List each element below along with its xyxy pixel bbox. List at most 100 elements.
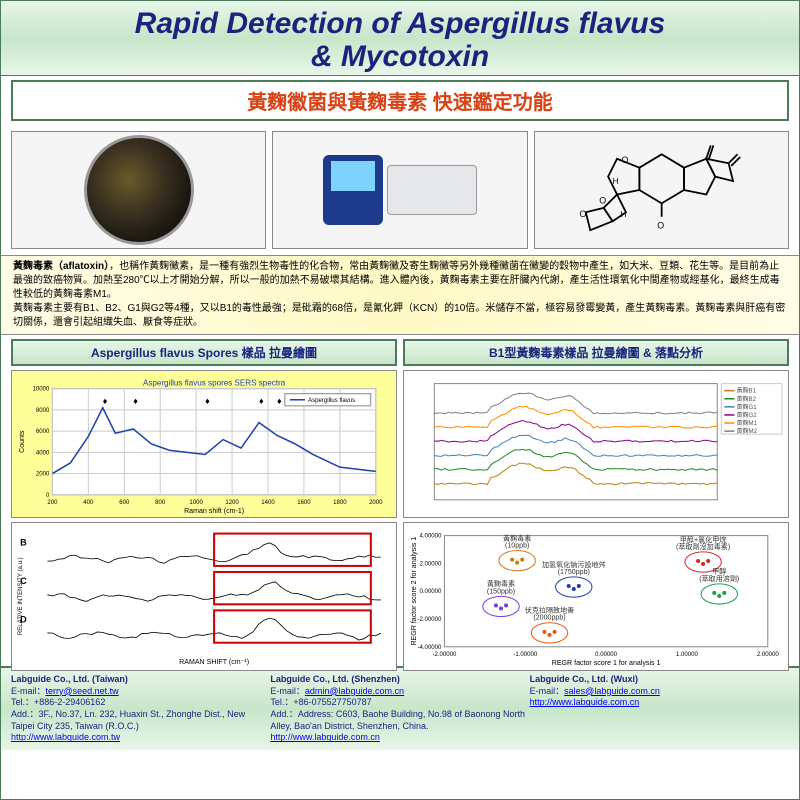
sers-spectrum-chart: 2004006008001000120014001600180020000200… bbox=[11, 370, 397, 518]
footer-column: Labguide Co., Ltd. (Wuxi)E-mail：sales@la… bbox=[530, 674, 789, 744]
url-link[interactable]: http://www.labguide.com.cn bbox=[270, 732, 380, 742]
svg-text:2.00000: 2.00000 bbox=[420, 562, 442, 568]
svg-text:(2000ppb): (2000ppb) bbox=[533, 615, 565, 622]
svg-text:200: 200 bbox=[47, 500, 58, 506]
petri-dish-icon bbox=[84, 135, 194, 245]
svg-text:(10ppb): (10ppb) bbox=[505, 543, 529, 550]
svg-text:2000: 2000 bbox=[369, 500, 383, 506]
svg-text:Raman shift (cm-1): Raman shift (cm-1) bbox=[184, 508, 244, 515]
svg-text:O: O bbox=[599, 195, 606, 205]
subtitle-band: 黃麴徽菌與黃麴毒素 快速鑑定功能 bbox=[11, 80, 789, 121]
poster-root: Rapid Detection of Aspergillus flavus & … bbox=[0, 0, 800, 800]
svg-text:10000: 10000 bbox=[33, 387, 50, 393]
device-body-icon bbox=[323, 155, 383, 225]
svg-text:0.00000: 0.00000 bbox=[420, 590, 442, 596]
svg-text:RELATIVE INTENSITY (a.u.): RELATIVE INTENSITY (a.u.) bbox=[18, 558, 24, 636]
svg-text:黃麴毒素: 黃麴毒素 bbox=[503, 534, 531, 543]
svg-text:H: H bbox=[612, 177, 618, 186]
petri-image bbox=[11, 131, 266, 249]
svg-text:8000: 8000 bbox=[36, 408, 50, 414]
chart-right-title: B1型黃麴毒素樣品 拉曼繪圖 & 落點分析 bbox=[403, 339, 789, 366]
svg-text:-1.00000: -1.00000 bbox=[513, 652, 538, 658]
footer: Labguide Co., Ltd. (Taiwan)E-mail：terry@… bbox=[1, 666, 799, 750]
svg-text:(萃取用溶劑): (萃取用溶劑) bbox=[699, 574, 739, 583]
svg-text:黃麴B2: 黃麴B2 bbox=[736, 395, 756, 403]
email-link[interactable]: sales@labguide.com.cn bbox=[564, 686, 660, 696]
svg-text:1.00000: 1.00000 bbox=[676, 652, 698, 658]
reference-spectra-chart: BCDRAMAN SHIFT (cm⁻¹)RELATIVE INTENSITY … bbox=[11, 522, 397, 670]
device-base-icon bbox=[387, 165, 477, 215]
title-band: Rapid Detection of Aspergillus flavus & … bbox=[1, 1, 799, 76]
svg-text:400: 400 bbox=[83, 500, 94, 506]
svg-text:REGR factor score 1 for anal: REGR factor score 1 for analysis 1 bbox=[552, 660, 661, 667]
svg-text:O: O bbox=[579, 209, 586, 219]
footer-column: Labguide Co., Ltd. (Shenzhen)E-mail：admi… bbox=[270, 674, 529, 744]
svg-text:♦: ♦ bbox=[205, 396, 210, 406]
footer-column: Labguide Co., Ltd. (Taiwan)E-mail：terry@… bbox=[11, 674, 270, 744]
hero-row: O O O O H H bbox=[1, 125, 799, 255]
svg-text:Aspergillus flavus spores SERS: Aspergillus flavus spores SERS spectra bbox=[143, 379, 286, 388]
svg-text:♦: ♦ bbox=[277, 396, 282, 406]
title-line2: & Mycotoxin bbox=[1, 40, 799, 73]
svg-text:6000: 6000 bbox=[36, 429, 50, 435]
svg-text:黃麴B1: 黃麴B1 bbox=[736, 387, 756, 395]
svg-text:-2.00000: -2.00000 bbox=[432, 652, 457, 658]
para-text2: 黃麴毒素主要有B1、B2、G1與G2等4種，又以B1的毒性最強；是砒霜的68倍，… bbox=[13, 303, 785, 328]
svg-text:♦: ♦ bbox=[133, 396, 138, 406]
para-bold: 黃麴毒素（aflatoxin） bbox=[13, 261, 109, 272]
right-chart-column: 黃麴B1黃麴B2黃麴G1黃麴G2黃麴M1黃麴M2 -2.00000 -1.0000… bbox=[403, 370, 789, 662]
para-text1: ，也稱作黃麴黴素，是一種有強烈生物毒性的化合物，常由黃麴黴及寄生麴黴等另外幾種黴… bbox=[13, 261, 780, 300]
svg-text:4000: 4000 bbox=[36, 450, 50, 456]
svg-text:REGR factor score 2 for anal: REGR factor score 2 for analysis 1 bbox=[411, 537, 418, 646]
svg-text:黃麴M1: 黃麴M1 bbox=[736, 419, 757, 427]
svg-text:1000: 1000 bbox=[189, 500, 203, 506]
svg-text:黃麴G2: 黃麴G2 bbox=[736, 411, 757, 419]
url-link[interactable]: http://www.labguide.com.cn bbox=[530, 697, 640, 707]
svg-text:(1750ppb): (1750ppb) bbox=[558, 569, 590, 576]
svg-text:1400: 1400 bbox=[261, 500, 275, 506]
svg-text:1200: 1200 bbox=[225, 500, 239, 506]
description-paragraph: 黃麴毒素（aflatoxin），也稱作黃麴黴素，是一種有強烈生物毒性的化合物，常… bbox=[1, 255, 799, 335]
molecule-icon: O O O O H H bbox=[535, 132, 788, 248]
svg-text:1600: 1600 bbox=[297, 500, 311, 506]
svg-text:2000: 2000 bbox=[36, 472, 50, 478]
svg-text:黃麴M2: 黃麴M2 bbox=[736, 427, 757, 435]
email-link[interactable]: admin@labguide.com.cn bbox=[305, 686, 404, 696]
svg-text:H: H bbox=[620, 210, 626, 219]
svg-text:Aspergillus flavus: Aspergillus flavus bbox=[308, 398, 355, 404]
svg-text:♦: ♦ bbox=[103, 396, 108, 406]
svg-text:黃麴G1: 黃麴G1 bbox=[736, 403, 757, 411]
svg-text:2.00000: 2.00000 bbox=[757, 652, 779, 658]
charts-header-row: Aspergillus flavus Spores 樣品 拉曼繪圖 B1型黃麴毒… bbox=[1, 335, 799, 366]
svg-text:4.00000: 4.00000 bbox=[420, 534, 442, 540]
svg-text:B: B bbox=[20, 538, 27, 548]
subtitle-text: 黃麴徽菌與黃麴毒素 快速鑑定功能 bbox=[247, 92, 553, 114]
device-image bbox=[272, 131, 527, 249]
title-line1: Rapid Detection of Aspergillus flavus bbox=[1, 7, 799, 40]
svg-text:加氢氧化钠污設地舛: 加氢氧化钠污設地舛 bbox=[542, 560, 606, 569]
chart-left-title: Aspergillus flavus Spores 樣品 拉曼繪圖 bbox=[11, 339, 397, 366]
svg-text:0.00000: 0.00000 bbox=[595, 652, 617, 658]
svg-text:O: O bbox=[621, 155, 628, 165]
scatter-pca-chart: -2.00000 -1.00000 0.00000 1.00000 2.00000 -4.… bbox=[403, 522, 789, 670]
svg-text:600: 600 bbox=[119, 500, 130, 506]
svg-text:甲醇: 甲醇 bbox=[712, 567, 726, 576]
svg-text:-2.00000: -2.00000 bbox=[418, 617, 443, 623]
charts-row: 2004006008001000120014001600180020000200… bbox=[1, 366, 799, 666]
svg-text:甲醇+氯化甲烷: 甲醇+氯化甲烷 bbox=[680, 535, 727, 544]
url-link[interactable]: http://www.labguide.com.tw bbox=[11, 732, 120, 742]
svg-text:黃麴毒素: 黃麴毒素 bbox=[487, 580, 515, 589]
svg-text:RAMAN SHIFT (cm⁻¹): RAMAN SHIFT (cm⁻¹) bbox=[179, 658, 249, 666]
svg-text:-4.00000: -4.00000 bbox=[418, 645, 443, 651]
email-link[interactable]: terry@seed.net.tw bbox=[46, 686, 119, 696]
svg-text:(萃取劑沒加毒素): (萃取劑沒加毒素) bbox=[676, 542, 730, 551]
svg-text:1800: 1800 bbox=[333, 500, 347, 506]
svg-text:(150ppb): (150ppb) bbox=[487, 589, 515, 596]
svg-text:♦: ♦ bbox=[259, 396, 264, 406]
left-chart-column: 2004006008001000120014001600180020000200… bbox=[11, 370, 397, 662]
chemical-structure: O O O O H H bbox=[534, 131, 789, 249]
svg-text:O: O bbox=[657, 220, 664, 230]
svg-text:800: 800 bbox=[155, 500, 166, 506]
svg-text:伏克拉隔致地善: 伏克拉隔致地善 bbox=[525, 606, 574, 615]
svg-text:Counts: Counts bbox=[19, 430, 26, 453]
